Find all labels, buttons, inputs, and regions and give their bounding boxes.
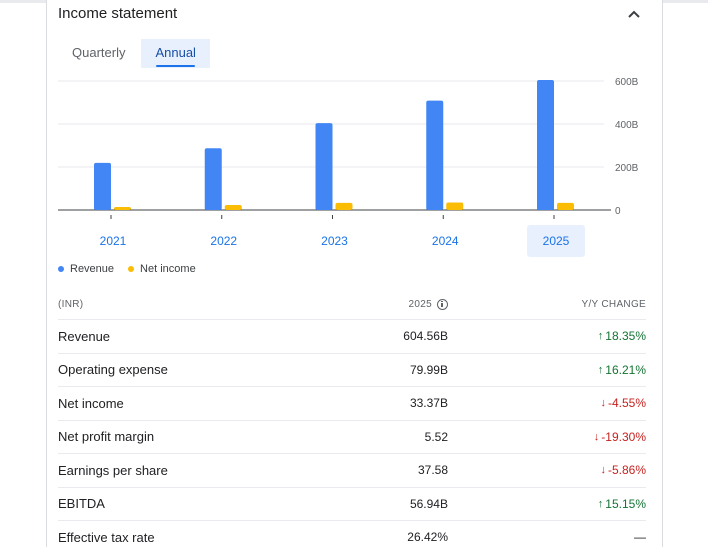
- row-value: 5.52: [424, 429, 448, 444]
- x-tick-label[interactable]: 2022: [210, 234, 237, 248]
- bar-revenue: [94, 162, 111, 210]
- x-tick-label[interactable]: 2024: [432, 234, 459, 248]
- table-row: Operating expense 79.99B ↑ 16.21%: [58, 354, 646, 387]
- row-label: Operating expense: [58, 362, 168, 378]
- legend-item-net-income: Net income: [128, 263, 196, 275]
- row-change-value: 16.21%: [605, 362, 646, 377]
- row-label: Earnings per share: [58, 462, 168, 478]
- y-tick-label: 600B: [615, 77, 639, 88]
- bar-net-income: [335, 202, 353, 210]
- bar-revenue: [204, 148, 222, 210]
- bar-revenue: [426, 100, 444, 210]
- info-icon[interactable]: [437, 299, 448, 310]
- row-value: 604.56B: [403, 329, 448, 344]
- legend-label-net-income: Net income: [140, 263, 196, 275]
- row-value: 33.37B: [409, 396, 448, 411]
- row-change: ↑ 15.15%: [448, 497, 646, 511]
- arrow-up-icon: ↑: [597, 497, 604, 510]
- row-change: ↑ 18.35%: [448, 329, 646, 343]
- arrow-down-icon: ↓: [600, 397, 606, 410]
- arrow-down-icon: ↓: [600, 464, 606, 477]
- table-row: Net profit margin 5.52 ↓ -19.30%: [58, 421, 646, 454]
- tab-annual[interactable]: Annual: [141, 39, 210, 68]
- section-title: Income statement: [58, 5, 178, 22]
- chevron-up-icon: [628, 10, 640, 18]
- legend-dot-net-income: [128, 266, 135, 272]
- row-change: ↓ -5.86%: [448, 463, 646, 477]
- bar-net-income: [557, 202, 574, 210]
- table-row: Effective tax rate 26.42% —: [58, 521, 646, 547]
- bar-net-income: [224, 205, 242, 210]
- bar-revenue: [315, 123, 333, 210]
- x-tick-label[interactable]: 2023: [321, 234, 348, 248]
- row-label: Effective tax rate: [58, 529, 155, 545]
- table-row: EBITDA 56.94B ↑ 15.15%: [58, 488, 646, 521]
- bar-revenue: [537, 80, 554, 211]
- row-label: Revenue: [58, 328, 111, 344]
- row-change: ↓ -19.30%: [448, 430, 646, 444]
- arrow-down-icon: ↓: [593, 430, 600, 443]
- table-header: (INR) 2025 Y/Y CHANGE: [58, 290, 646, 320]
- x-tick-label[interactable]: 2025: [543, 234, 570, 248]
- arrow-up-icon: ↑: [597, 330, 604, 343]
- row-change: —: [448, 530, 646, 544]
- collapse-button[interactable]: [624, 5, 644, 23]
- income-statement-card: [46, 0, 663, 547]
- y-tick-label: 0: [615, 206, 621, 217]
- row-value: 37.58: [417, 463, 448, 478]
- bar-net-income: [114, 206, 131, 210]
- income-table: (INR) 2025 Y/Y CHANGE Revenue 604.56B ↑ 18.…: [58, 290, 646, 547]
- row-change-value: -5.86%: [607, 463, 646, 478]
- arrow-up-icon: ↑: [597, 363, 604, 376]
- bar-net-income: [446, 202, 464, 210]
- period-tabs: Quarterly Annual: [58, 39, 210, 68]
- row-change: ↑ 16.21%: [448, 363, 646, 377]
- row-change-value: 15.15%: [605, 496, 646, 511]
- x-tick-label[interactable]: 2021: [100, 234, 127, 248]
- row-change: ↓ -4.55%: [448, 396, 646, 410]
- row-label: EBITDA: [58, 496, 105, 512]
- y-tick-label: 200B: [615, 163, 639, 174]
- table-row: Earnings per share 37.58 ↓ -5.86%: [58, 454, 646, 488]
- table-row: Revenue 604.56B ↑ 18.35%: [58, 320, 646, 354]
- header-year: 2025: [358, 299, 448, 310]
- legend-item-revenue: Revenue: [58, 263, 114, 275]
- y-tick-label: 400B: [615, 120, 639, 131]
- tab-quarterly[interactable]: Quarterly: [72, 45, 126, 60]
- row-value: 26.42%: [407, 530, 448, 545]
- row-value: 79.99B: [409, 362, 448, 377]
- row-change-value: 18.35%: [605, 329, 646, 344]
- row-label: Net profit margin: [58, 429, 155, 445]
- row-value: 56.94B: [409, 496, 448, 511]
- table-row: Net income 33.37B ↓ -4.55%: [58, 387, 646, 421]
- legend-dot-revenue: [58, 266, 64, 272]
- chart-legend: Revenue Net income: [58, 263, 210, 275]
- row-change-value: -19.30%: [601, 429, 646, 444]
- row-change-value: -4.55%: [607, 396, 646, 411]
- row-label: Net income: [58, 395, 124, 411]
- income-chart: 0 200B 400B 600B 2021 2022 2023 2024 2025: [58, 77, 639, 257]
- header-year-label: 2025: [408, 299, 432, 310]
- row-change-value: —: [634, 530, 646, 545]
- selected-year-highlight: [527, 225, 585, 257]
- header-currency: (INR): [58, 299, 84, 310]
- header-change: Y/Y CHANGE: [581, 299, 646, 310]
- legend-label-revenue: Revenue: [70, 263, 115, 275]
